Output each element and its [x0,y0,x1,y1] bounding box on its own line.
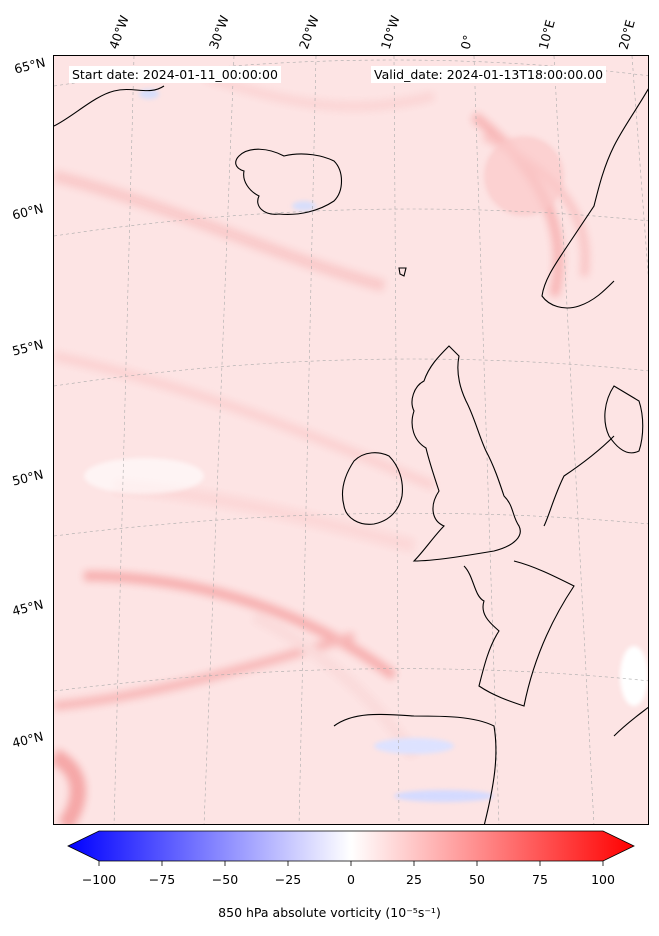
coastlines [54,85,648,824]
cb-tick-100: 100 [591,872,615,887]
cb-tick-minus50: −50 [211,872,239,887]
iceland-outline [235,148,343,215]
vorticity-map [54,56,648,824]
map-panel [53,55,649,825]
cb-tick-minus100: −100 [81,872,117,887]
france-outline [463,560,575,707]
colorbar-label: 850 hPa absolute vorticity (10⁻⁵s⁻¹) [218,905,441,920]
denmark-outline [604,385,644,454]
cb-tick-50: 50 [469,872,485,887]
valid-date-label: Valid_date: 2024-01-13T18:00:00.00 [371,66,607,83]
cb-tick-minus25: −25 [274,872,302,887]
start-date-label: Start date: 2024-01-11_00:00:00 [69,66,281,83]
cb-tick-75: 75 [532,872,548,887]
cb-tick-minus75: −75 [148,872,176,887]
norway-outline [541,88,648,309]
cb-tick-25: 25 [406,872,422,887]
great-britain-outline [411,345,521,562]
light-patches [84,89,648,802]
graticule [54,56,648,824]
colorbar [67,830,635,866]
iberia-outline [333,713,497,824]
cb-tick-0: 0 [347,872,355,887]
ireland-outline [341,452,403,525]
